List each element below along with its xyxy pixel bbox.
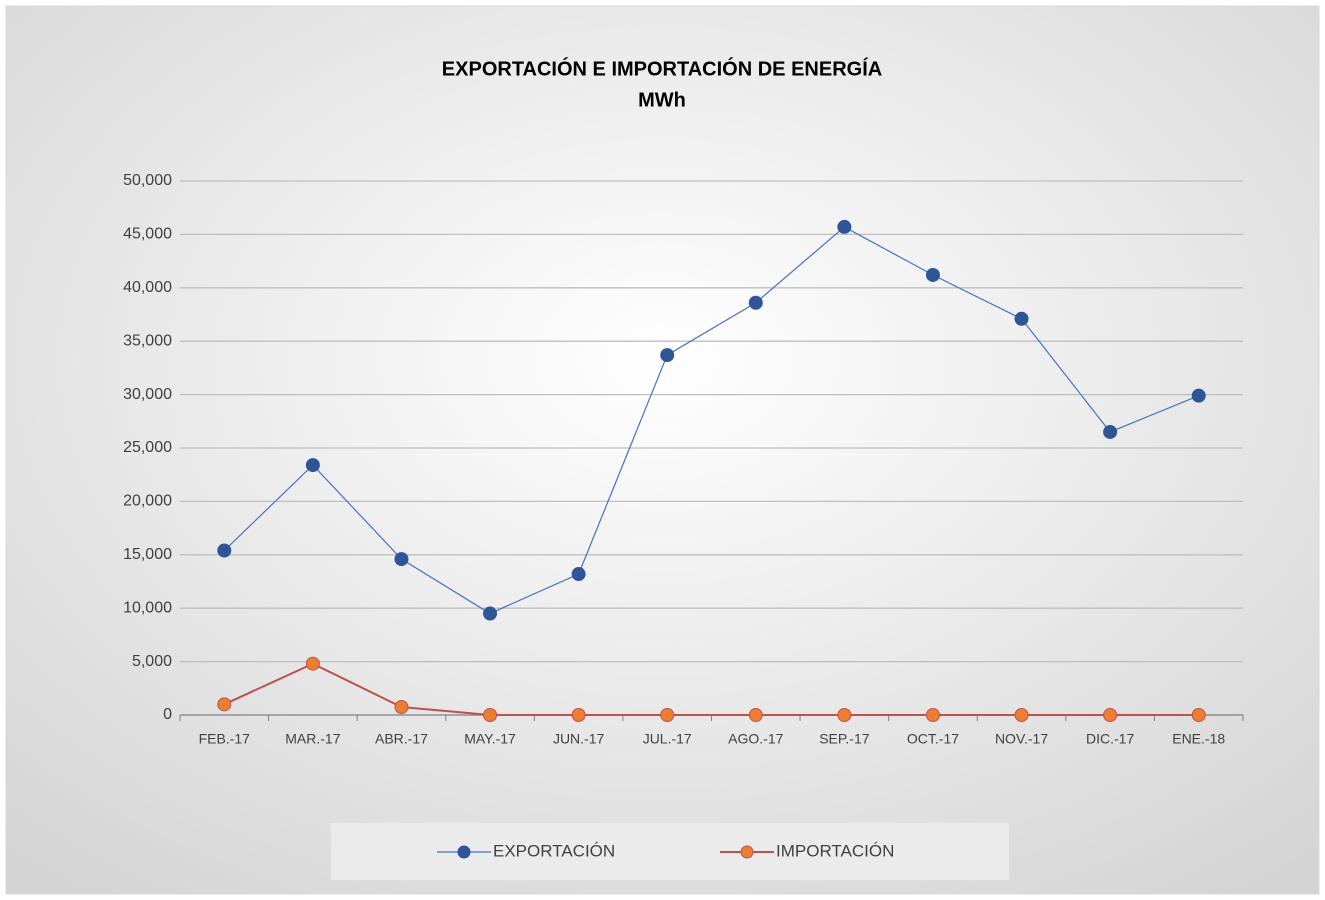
y-tick-label: 5,000 — [132, 653, 172, 670]
data-point — [1103, 424, 1118, 439]
y-tick-label: 20,000 — [123, 493, 172, 510]
legend-marker — [740, 845, 754, 859]
legend-label: IMPORTACIÓN — [776, 841, 894, 860]
data-point — [305, 656, 320, 671]
data-point — [837, 219, 852, 234]
y-tick-label: 40,000 — [123, 279, 172, 296]
x-tick-label: NOV.-17 — [995, 731, 1048, 747]
data-point — [571, 567, 586, 582]
y-tick-label: 15,000 — [123, 546, 172, 563]
series-line — [223, 662, 1199, 716]
chart-subtitle: MWh — [638, 89, 686, 111]
data-point — [660, 708, 675, 722]
data-point — [925, 708, 940, 722]
data-point — [925, 267, 940, 282]
data-point — [305, 458, 320, 473]
y-tick-label: 50,000 — [123, 172, 172, 189]
data-point — [1103, 708, 1118, 722]
data-point — [571, 708, 586, 722]
y-tick-label: 30,000 — [123, 386, 172, 403]
data-point — [748, 708, 763, 722]
legend-marker — [457, 845, 471, 859]
x-tick-label: OCT.-17 — [907, 731, 959, 747]
x-tick-label: MAY.-17 — [464, 731, 516, 747]
chart-background — [5, 5, 1320, 895]
legend-box — [331, 823, 1009, 880]
x-tick-label: FEB.-17 — [199, 731, 251, 747]
x-tick-label: ENE.-18 — [1172, 731, 1225, 747]
y-tick-label: 10,000 — [123, 599, 172, 616]
data-point — [1191, 388, 1206, 403]
data-point — [1191, 708, 1206, 722]
x-tick-label: AGO.-17 — [728, 731, 783, 747]
x-tick-label: JUN.-17 — [553, 731, 605, 747]
series-line — [223, 226, 1199, 615]
x-tick-label: JUL.-17 — [643, 731, 692, 747]
data-point — [483, 606, 498, 621]
y-tick-label: 45,000 — [123, 226, 172, 243]
data-point — [660, 348, 675, 363]
x-tick-label: DIC.-17 — [1086, 731, 1134, 747]
x-tick-label: SEP.-17 — [819, 731, 870, 747]
data-point — [1014, 708, 1029, 722]
data-point — [837, 708, 852, 722]
data-point — [483, 708, 498, 722]
chart-title: EXPORTACIÓN E IMPORTACIÓN DE ENERGÍA — [442, 56, 882, 80]
legend-label: EXPORTACIÓN — [493, 841, 615, 860]
y-tick-label: 25,000 — [123, 439, 172, 456]
data-point — [748, 295, 763, 310]
x-tick-label: ABR.-17 — [375, 731, 428, 747]
data-point — [394, 552, 409, 567]
x-tick-label: MAR.-17 — [285, 731, 340, 747]
data-point — [217, 543, 232, 558]
data-point — [217, 697, 232, 712]
y-tick-label: 0 — [163, 706, 172, 723]
y-tick-label: 35,000 — [123, 332, 172, 349]
data-point — [394, 699, 409, 714]
data-point — [1014, 311, 1029, 326]
